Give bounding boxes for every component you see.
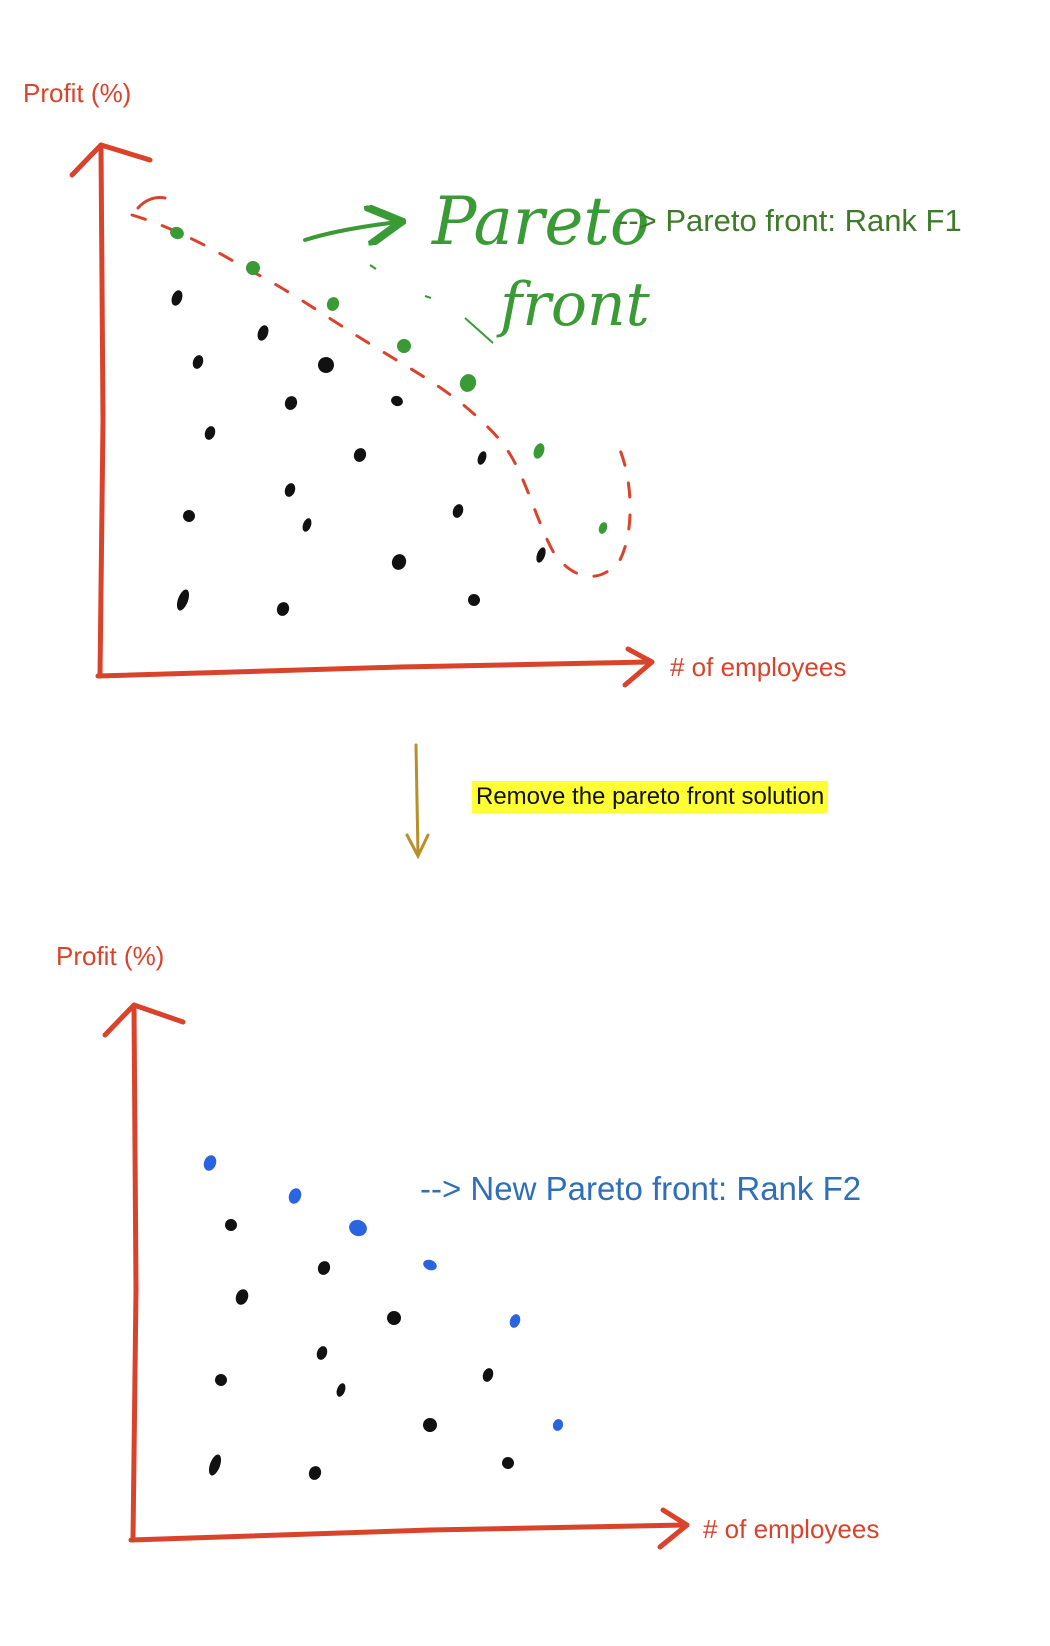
- bottom-point: [308, 1466, 322, 1480]
- bottom-front-note: --> New Pareto front: Rank F2: [420, 1170, 862, 1207]
- bottom-y-axis: [102, 1002, 186, 1543]
- top-annotation-arrow: [303, 222, 398, 240]
- top-point: [204, 426, 216, 440]
- bottom-point: [208, 1454, 222, 1476]
- top-handwritten-front: front: [496, 270, 651, 340]
- top-annotation-stroke-a: [464, 317, 494, 344]
- top-point: [171, 290, 183, 306]
- top-front-boundary: [130, 213, 632, 578]
- transition-arrow: [405, 743, 430, 860]
- top-point: [391, 554, 407, 570]
- top-annotation-stroke-c: [424, 295, 432, 299]
- top-y-axis-label: Profit (%): [23, 78, 132, 108]
- top-point: [397, 339, 411, 353]
- top-point: [598, 522, 608, 534]
- top-point: [284, 396, 298, 410]
- top-point: [284, 483, 296, 497]
- bottom-x-axis-label: # of employees: [703, 1514, 880, 1544]
- bottom-x-axis: [128, 1507, 690, 1550]
- top-point: [170, 226, 184, 240]
- transition-label: Remove the pareto front solution: [472, 781, 829, 813]
- bottom-point: [423, 1259, 437, 1271]
- top-point: [176, 589, 190, 611]
- top-handwritten-pareto: Pareto: [431, 183, 650, 260]
- top-y-axis: [69, 142, 153, 679]
- top-point: [183, 510, 195, 522]
- bottom-point: [317, 1261, 331, 1275]
- top-x-axis: [95, 646, 655, 688]
- bottom-point: [225, 1219, 237, 1231]
- top-point: [533, 443, 545, 459]
- bottom-point: [509, 1314, 521, 1328]
- top-point: [391, 395, 403, 407]
- bottom-point: [203, 1155, 217, 1171]
- top-point: [276, 602, 290, 616]
- top-point: [477, 451, 487, 465]
- top-point: [326, 297, 340, 311]
- bottom-point: [387, 1311, 401, 1325]
- bottom-point: [288, 1188, 302, 1204]
- bottom-point: [336, 1383, 346, 1397]
- bottom-y-axis-label: Profit (%): [56, 941, 165, 971]
- top-front-boundary-tick: [136, 196, 167, 210]
- top-x-axis-label: # of employees: [670, 652, 847, 682]
- top-front-note: --> Pareto front: Rank F1: [618, 203, 962, 238]
- top-point: [468, 594, 480, 606]
- bottom-point: [552, 1419, 564, 1431]
- top-annotation-stroke-b: [369, 264, 377, 270]
- top-point: [452, 504, 464, 518]
- bottom-point: [235, 1289, 249, 1305]
- bottom-point: [316, 1346, 328, 1360]
- top-point: [257, 325, 269, 341]
- top-point: [246, 261, 260, 275]
- bottom-point: [482, 1368, 494, 1382]
- top-point: [459, 374, 477, 392]
- top-point: [302, 518, 312, 532]
- bottom-point: [422, 1418, 437, 1432]
- top-point: [318, 357, 334, 373]
- bottom-point: [502, 1457, 514, 1469]
- bottom-point: [349, 1219, 367, 1237]
- top-point: [353, 448, 367, 462]
- top-point: [192, 355, 204, 369]
- top-point: [536, 547, 546, 563]
- bottom-point: [215, 1374, 227, 1386]
